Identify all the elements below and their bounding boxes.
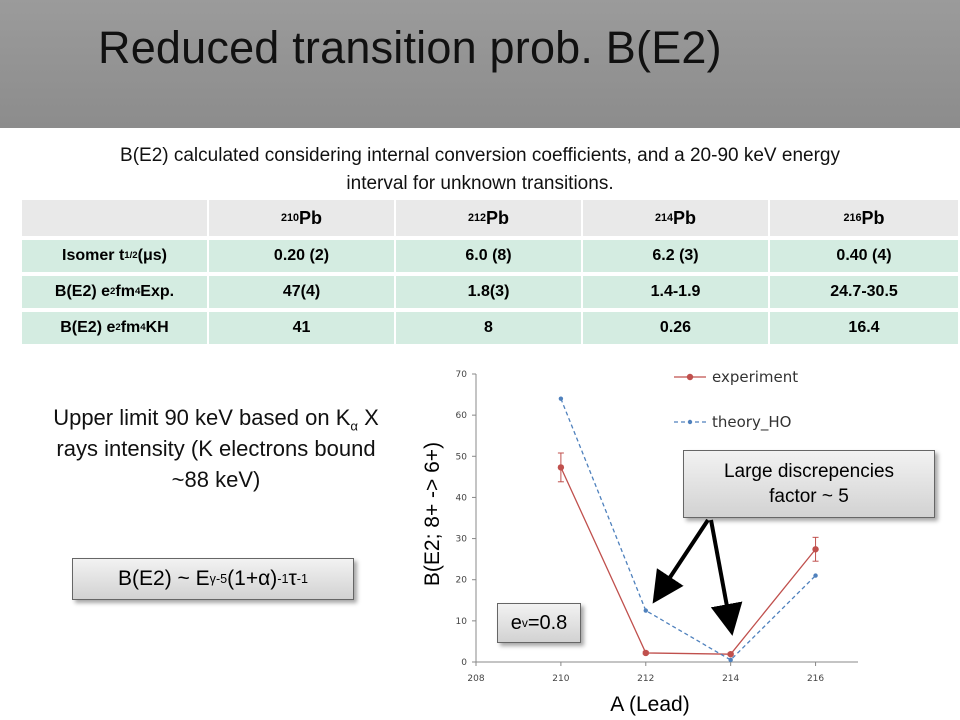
experiment-point [812,546,819,553]
x-axis-label: A (Lead) [610,693,690,716]
table-cell: 16.4 [848,319,880,336]
x-tick-label: 216 [807,674,824,684]
table-row-be2-exp: B(E2) e 2 fm 4 Exp. 47(4) 1.8(3) 1.4-1.9 24… [22,276,958,308]
discrepancy-callout: Large discrepencies factor ~ 5 [683,450,935,518]
table-cell: 1.4-1.9 [583,276,770,308]
experiment-point [642,649,649,657]
table-cell: 0.20 (2) [209,240,396,272]
row-label: B(E2) e 2 fm 4 Exp. [22,276,209,308]
table-row-half-life: Isomer t 1/2 (μs) 0.20 (2) 6.0 (8) 6.2 (3… [22,240,958,272]
table-header-row: 210 Pb 212 Pb 214 Pb 216 Pb [22,200,958,236]
effective-charge-box: e v =0.8 [497,603,581,643]
upper-limit-note: Upper limit 90 keV based on Kα X rays in… [53,405,379,492]
table-cell: 47(4) [209,276,396,308]
table-cell: 0.40 (4) [836,247,892,264]
y-tick-label: 40 [456,493,468,503]
y-tick-label: 50 [456,452,468,462]
row-label: B(E2) e 2 fm 4 KH [22,312,209,344]
header-cell-empty [22,200,209,236]
table-cell: 24.7-30.5 [830,283,898,300]
callout-line-2: factor ~ 5 [769,486,849,507]
legend-experiment-marker [686,373,694,381]
y-tick-label: 70 [456,370,468,380]
table-cell: 6.2 (3) [583,240,770,272]
theory-ho-line [560,398,817,661]
table-cell: 41 [209,312,396,344]
callout-line-1: Large discrepencies [723,461,895,482]
table-cell: 0.26 [583,312,770,344]
x-tick-label: 210 [552,674,569,684]
experiment-point [727,650,734,658]
be2-chart: 0 10 20 30 40 50 60 70 208 210 212 214 216 experiment… [456,368,858,684]
table-cell: 8 [396,312,583,344]
slide-subtitle: B(E2) calculated considering internal co… [120,145,840,194]
experiment-line [560,467,817,655]
theory-ho-point [643,608,648,613]
y-tick-label: 60 [456,411,468,421]
table-cell: 6.0 (8) [396,240,583,272]
header-cell-pb210: 210 Pb [209,200,396,236]
theory-ho-point [558,396,564,401]
slide-title: Reduced transition prob. B(E2) [98,22,722,73]
table-row-be2-kh: B(E2) e 2 fm 4 KH 41 8 0.26 16.4 [22,312,958,344]
y-tick-label: 10 [456,617,468,627]
y-axis-label: B(E2; 8+ -> 6+) [421,441,444,587]
header-cell-pb212: 212 Pb [396,200,583,236]
x-tick-label: 208 [467,674,484,684]
x-tick-label: 212 [637,674,654,684]
legend-experiment-label: experiment [712,368,798,386]
title-bar [0,0,960,128]
experiment-point [557,464,565,471]
y-tick-label: 30 [456,535,468,545]
header-cell-pb216: 216 Pb [843,207,885,228]
y-tick-label: 0 [461,658,467,668]
y-tick-label: 20 [456,576,468,586]
row-label: Isomer t 1/2 (μs) [22,240,209,272]
theory-ho-point [813,573,818,578]
table-cell: 1.8(3) [396,276,583,308]
legend-theory-ho-label: theory_HO [712,413,791,432]
legend-theory-ho-marker [687,419,693,425]
header-cell-pb214: 214 Pb [583,200,770,236]
theory-ho-point [728,657,733,663]
x-tick-label: 214 [722,674,739,684]
